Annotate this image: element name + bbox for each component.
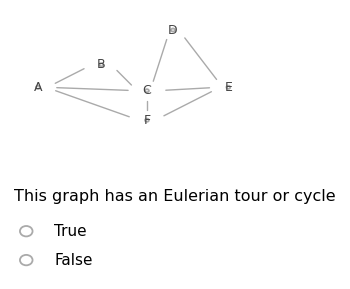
- Circle shape: [145, 89, 149, 92]
- Text: F: F: [144, 114, 150, 127]
- Circle shape: [226, 86, 230, 89]
- Text: D: D: [168, 24, 178, 36]
- Text: A: A: [34, 81, 42, 94]
- Text: E: E: [224, 81, 232, 94]
- Text: B: B: [97, 58, 106, 71]
- Text: False: False: [54, 253, 93, 268]
- Text: C: C: [142, 84, 151, 97]
- Circle shape: [36, 86, 40, 89]
- Text: This graph has an Eulerian tour or cycle: This graph has an Eulerian tour or cycle: [14, 189, 336, 204]
- Circle shape: [99, 63, 103, 66]
- Circle shape: [20, 255, 33, 265]
- Text: True: True: [54, 224, 87, 239]
- Circle shape: [171, 29, 175, 32]
- Circle shape: [145, 119, 149, 122]
- Circle shape: [20, 226, 33, 236]
